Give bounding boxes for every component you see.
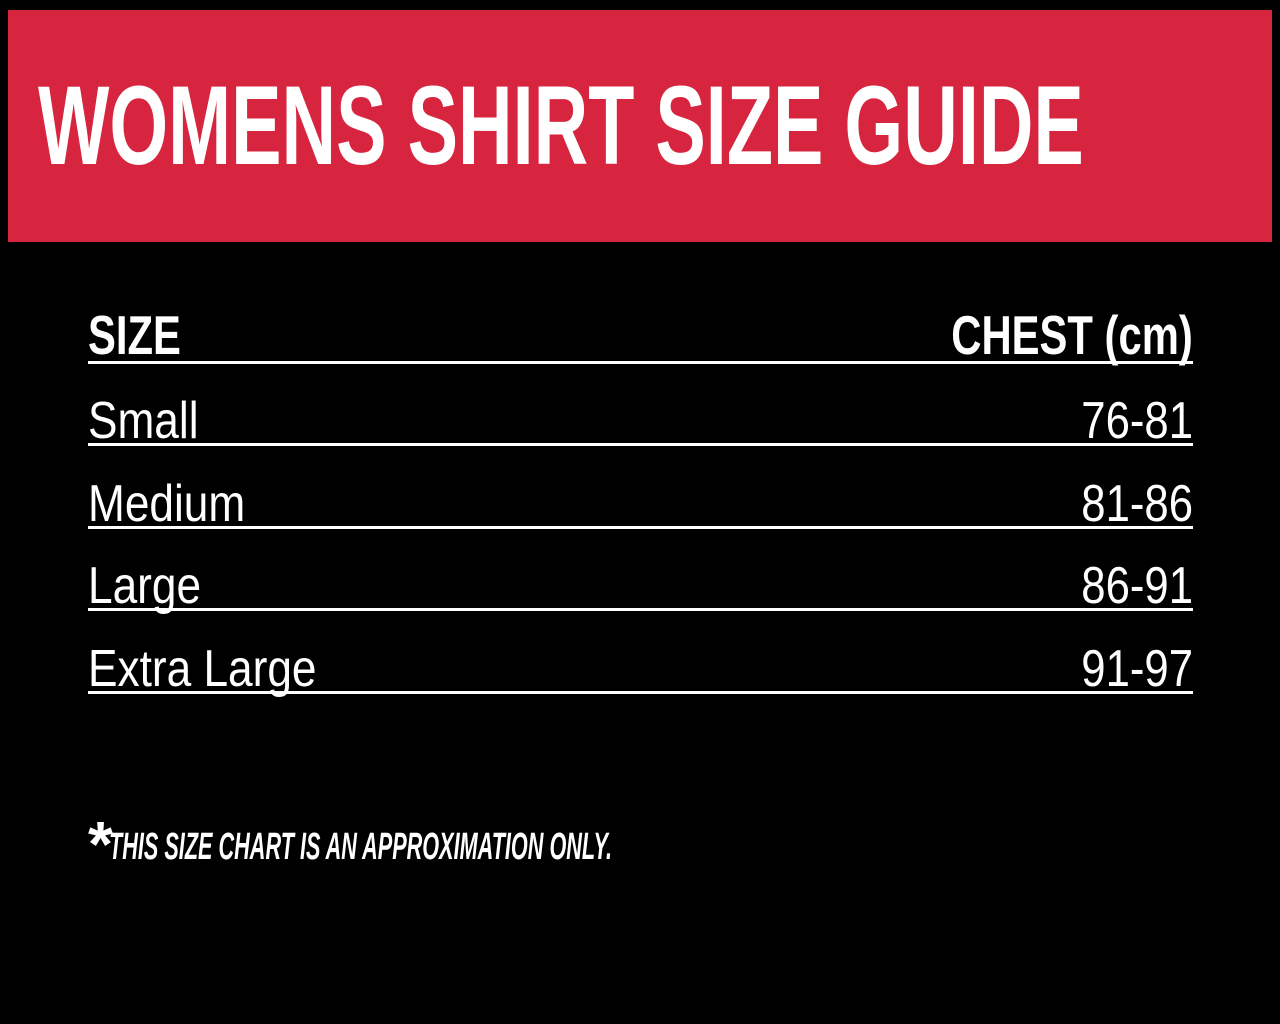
asterisk-marker: * bbox=[88, 808, 113, 880]
footnote: * THIS SIZE CHART IS AN APPROXIMATION ON… bbox=[88, 812, 991, 876]
chest-value: 76-81 bbox=[1081, 392, 1193, 450]
size-value: Medium bbox=[88, 474, 246, 533]
table-row-medium: Medium 81-86 bbox=[88, 446, 1193, 533]
size-value: Extra Large bbox=[88, 639, 317, 698]
table-row-extra-large: Extra Large 91-97 bbox=[88, 611, 1193, 698]
footnote-text: THIS SIZE CHART IS AN APPROXIMATION ONLY… bbox=[108, 826, 612, 868]
size-value: Large bbox=[88, 557, 202, 615]
title-banner: WOMENS SHIRT SIZE GUIDE bbox=[8, 10, 1272, 242]
table-row-large: Large 86-91 bbox=[88, 529, 1193, 612]
column-header-size: SIZE bbox=[88, 303, 181, 366]
page-title: WOMENS SHIRT SIZE GUIDE bbox=[38, 63, 1084, 188]
table-header-row: SIZE CHEST (cm) bbox=[88, 281, 1193, 364]
chest-value: 86-91 bbox=[1081, 557, 1193, 615]
table-row-small: Small 76-81 bbox=[88, 364, 1193, 447]
chest-value: 91-97 bbox=[1081, 639, 1193, 698]
column-header-chest: CHEST (cm) bbox=[951, 303, 1193, 366]
chest-value: 81-86 bbox=[1081, 474, 1193, 533]
size-value: Small bbox=[88, 392, 199, 450]
size-table: SIZE CHEST (cm) Small 76-81 Medium 81-86… bbox=[88, 281, 1193, 698]
